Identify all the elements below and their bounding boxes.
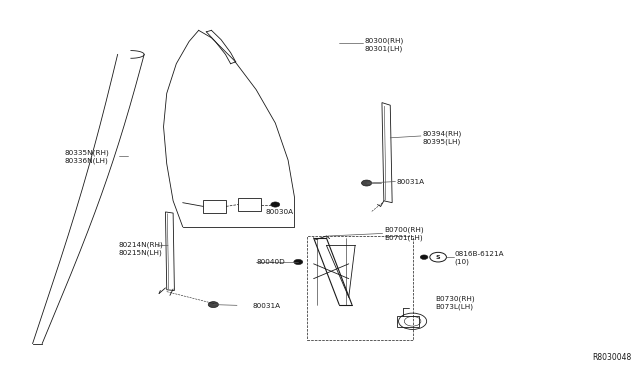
Text: R8030048: R8030048 bbox=[593, 353, 632, 362]
Circle shape bbox=[294, 259, 303, 264]
Text: 80031A: 80031A bbox=[253, 304, 281, 310]
Text: 80394(RH)
80395(LH): 80394(RH) 80395(LH) bbox=[422, 131, 461, 145]
Text: 80030A: 80030A bbox=[266, 209, 294, 215]
Text: 80300(RH)
80301(LH): 80300(RH) 80301(LH) bbox=[365, 38, 404, 52]
Bar bbox=[397, 316, 419, 327]
Text: 0816B-6121A
(10): 0816B-6121A (10) bbox=[454, 251, 504, 265]
Text: S: S bbox=[436, 255, 440, 260]
Text: 80031A: 80031A bbox=[397, 179, 425, 185]
Text: B0730(RH)
B073L(LH): B0730(RH) B073L(LH) bbox=[435, 295, 475, 310]
Bar bbox=[307, 236, 413, 340]
Circle shape bbox=[420, 255, 428, 259]
Text: 80040D: 80040D bbox=[256, 259, 285, 265]
Text: 80335N(RH)
80336N(LH): 80335N(RH) 80336N(LH) bbox=[65, 149, 109, 164]
Circle shape bbox=[362, 180, 372, 186]
Text: B0700(RH)
B0701(LH): B0700(RH) B0701(LH) bbox=[384, 227, 424, 241]
Circle shape bbox=[271, 202, 280, 207]
Circle shape bbox=[208, 302, 218, 308]
Text: 80214N(RH)
80215N(LH): 80214N(RH) 80215N(LH) bbox=[119, 242, 164, 256]
